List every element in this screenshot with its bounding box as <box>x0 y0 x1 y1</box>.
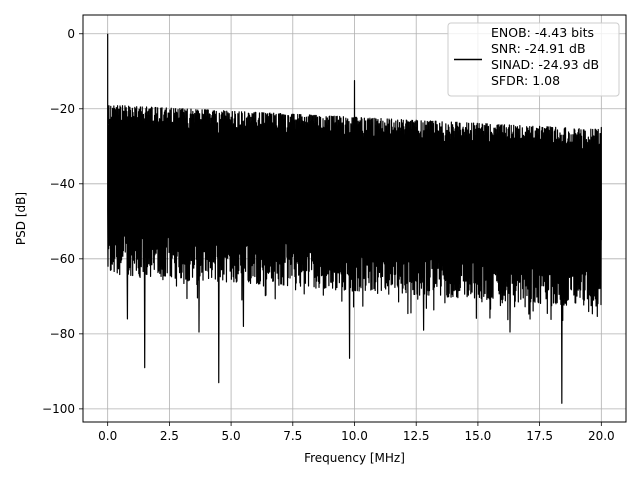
x-tick-label: 17.5 <box>526 429 553 443</box>
x-tick-label: 7.5 <box>283 429 302 443</box>
legend-box <box>447 22 620 97</box>
y-tick-label: −60 <box>50 252 75 266</box>
legend-line-snr: SNR: -24.91 dB <box>491 41 586 56</box>
y-tick-label: −80 <box>50 327 75 341</box>
legend-line-sfdr: SFDR: 1.08 <box>491 73 560 88</box>
x-axis-label: Frequency [MHz] <box>304 451 405 465</box>
x-tick-label: 0.0 <box>98 429 117 443</box>
y-tick-label: 0 <box>67 27 75 41</box>
x-tick-label: 2.5 <box>160 429 179 443</box>
y-tick-label: −100 <box>42 402 75 416</box>
y-tick-label: −20 <box>50 102 75 116</box>
legend: ENOB: -4.43 bits SNR: -24.91 dB SINAD: -… <box>447 22 620 97</box>
y-axis: 0 −20 −40 −60 −80 −100 <box>42 27 83 416</box>
x-tick-label: 20.0 <box>588 429 615 443</box>
x-tick-label: 5.0 <box>222 429 241 443</box>
y-axis-label: PSD [dB] <box>14 192 28 245</box>
x-axis: 0.0 2.5 5.0 7.5 10.0 12.5 15.0 17.5 20.0 <box>98 422 615 443</box>
psd-series-line <box>107 33 602 404</box>
y-tick-label: −40 <box>50 177 75 191</box>
x-tick-label: 15.0 <box>465 429 492 443</box>
plot-area <box>107 33 602 404</box>
x-tick-label: 12.5 <box>403 429 430 443</box>
legend-line-sinad: SINAD: -24.93 dB <box>491 57 599 72</box>
legend-line-enob: ENOB: -4.43 bits <box>491 25 594 40</box>
x-tick-label: 10.0 <box>341 429 368 443</box>
